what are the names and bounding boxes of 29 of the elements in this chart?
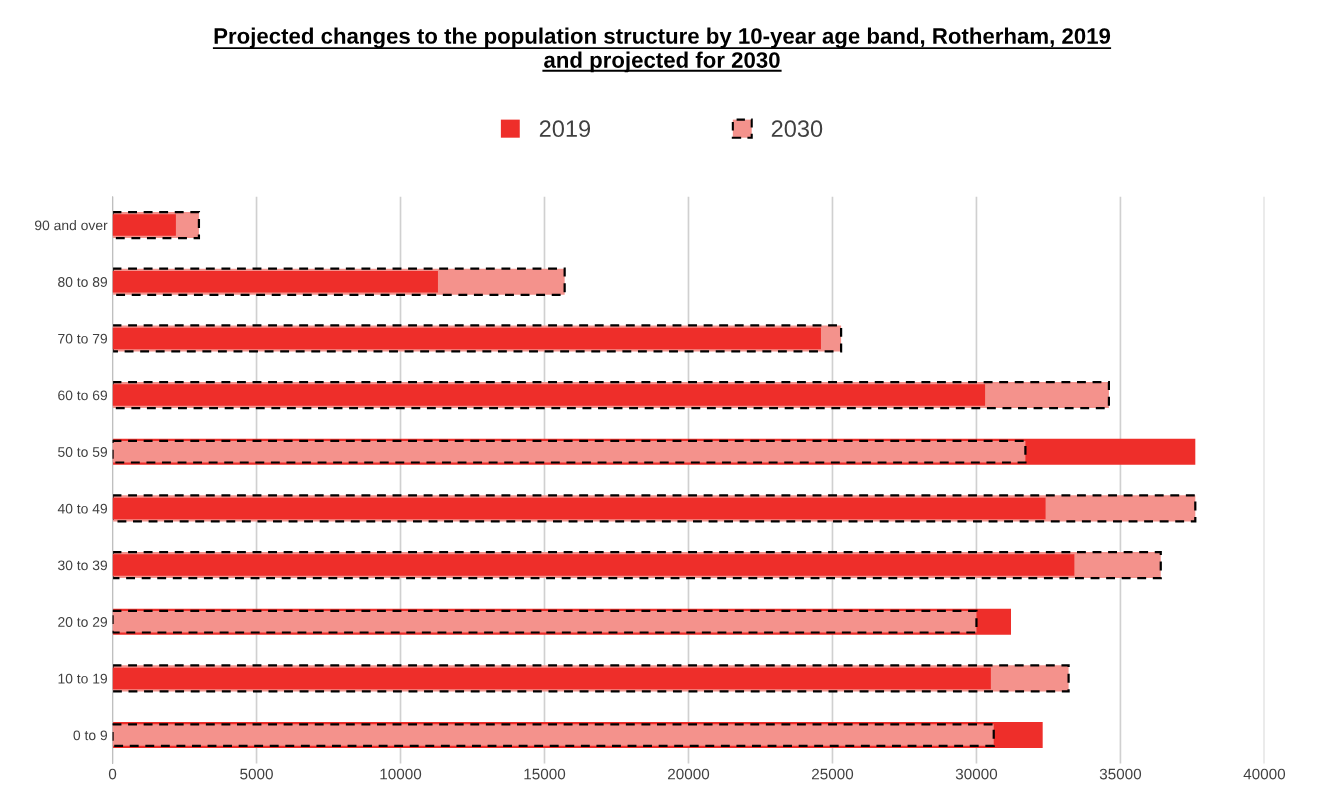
bar: [112, 327, 821, 350]
x-tick-label: 15000: [524, 768, 566, 780]
y-tick-label: 80 to 89: [58, 277, 108, 287]
legend-label: 2030: [771, 120, 823, 138]
x-tick-label: 40000: [1243, 768, 1286, 780]
x-tick-label: 5000: [240, 768, 273, 780]
y-tick-label: 50 to 59: [58, 447, 108, 457]
x-tick-label: 20000: [668, 768, 710, 780]
bar: [112, 497, 1046, 520]
legend-label: 2019: [539, 120, 591, 138]
y-tick-label: 20 to 29: [58, 617, 108, 627]
chart-title: Projected changes to the population structure by 10-year age band, Rotherham, 2019 and projected for 2030: [214, 27, 1111, 73]
y-tick-label: 10 to 19: [58, 673, 108, 684]
y-tick-label: 70 to 79: [58, 333, 108, 344]
y-tick-label: 30 to 39: [58, 560, 108, 571]
x-tick-label: 35000: [1099, 768, 1142, 780]
x-tick-label: 30000: [955, 768, 998, 780]
x-tick-label: 25000: [811, 768, 854, 780]
bar: [112, 554, 1075, 576]
y-tick-label: 90 and over: [34, 220, 108, 231]
bar: [112, 667, 991, 690]
y-tick-label: 40 to 49: [57, 503, 108, 514]
bar: [112, 214, 176, 236]
bar: [112, 270, 438, 293]
y-tick-label: 60 to 69: [58, 390, 108, 401]
y-tick-label: 0 to 9: [73, 730, 108, 741]
bar: [112, 384, 986, 406]
x-tick-label: 10000: [380, 768, 422, 780]
x-tick-label: 0: [108, 768, 117, 780]
